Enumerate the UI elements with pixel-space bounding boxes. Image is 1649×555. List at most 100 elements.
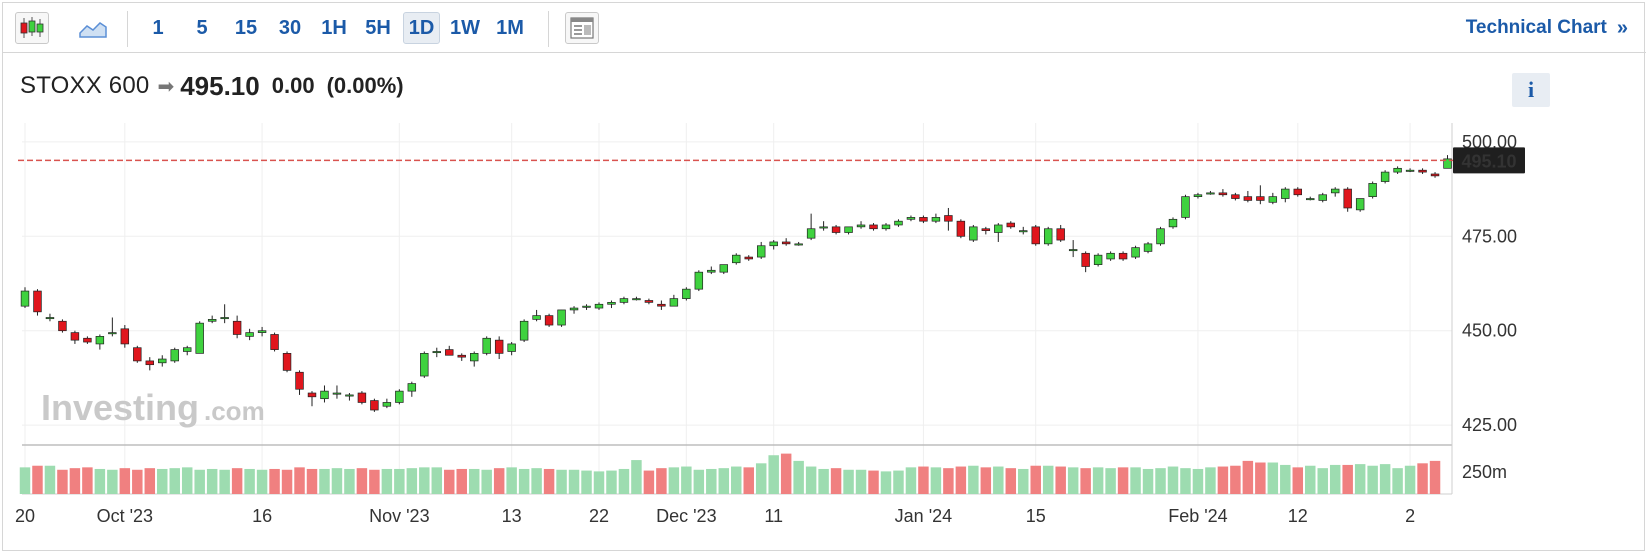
candle-body — [295, 371, 304, 390]
candle-body — [1193, 194, 1203, 197]
candle-body — [619, 298, 629, 303]
time-tick-label: 11 — [764, 506, 783, 526]
candle — [682, 287, 691, 301]
candle — [644, 298, 654, 305]
interval-1w[interactable]: 1W — [450, 16, 480, 39]
candle-body — [994, 224, 1003, 233]
candle — [881, 223, 891, 231]
time-tick-label: Dec '23 — [656, 506, 716, 526]
candle — [432, 347, 441, 358]
candle — [919, 215, 928, 224]
volume-bar — [543, 468, 555, 494]
candle — [544, 313, 554, 327]
chart-layout-icon[interactable] — [565, 12, 599, 44]
candle-body — [856, 224, 866, 228]
candle — [95, 334, 105, 350]
volume-bar — [755, 463, 767, 494]
volume-bar — [481, 469, 492, 494]
candle-body — [257, 330, 267, 333]
candle-body — [1243, 196, 1253, 201]
candle-body — [58, 320, 67, 332]
candle-body — [1405, 169, 1415, 172]
candle — [1256, 185, 1265, 205]
candle — [295, 370, 304, 395]
plot-area — [22, 123, 1452, 494]
candle-body — [844, 226, 853, 233]
volume-bar — [1067, 467, 1079, 494]
volume-series — [19, 453, 1441, 494]
candle — [1343, 187, 1352, 212]
candle-body — [682, 288, 691, 299]
candle-body — [370, 400, 379, 411]
candle — [345, 393, 354, 401]
candle-body — [507, 343, 516, 352]
candle — [382, 398, 392, 409]
candle — [1206, 190, 1215, 195]
candle-body — [657, 303, 666, 307]
quote-header: STOXX 600 ➡ 495.10 0.00 (0.00%) — [20, 69, 404, 103]
candle — [1293, 187, 1302, 197]
candle — [270, 332, 279, 352]
time-tick-label: 12 — [1288, 506, 1308, 526]
candle — [707, 266, 716, 275]
volume-bar — [1167, 466, 1179, 494]
volume-bar — [294, 467, 305, 494]
interval-15[interactable]: 15 — [234, 16, 258, 39]
candle — [1380, 170, 1390, 184]
volume-bar — [893, 470, 904, 494]
candle — [856, 221, 866, 229]
volume-bar — [381, 468, 393, 494]
candle — [1081, 251, 1090, 273]
volume-bar — [394, 468, 405, 494]
candlestick-icon[interactable] — [15, 12, 49, 44]
volume-bar — [1205, 467, 1216, 494]
volume-bar — [880, 471, 892, 494]
candle — [257, 326, 267, 337]
volume-bar — [157, 468, 168, 494]
candle-body — [831, 226, 841, 233]
volume-bar — [1155, 468, 1166, 494]
volume-bar — [1404, 465, 1416, 494]
candle — [58, 319, 67, 333]
interval-5h[interactable]: 5H — [365, 16, 391, 39]
candle-body — [1281, 188, 1290, 199]
candle-body — [894, 220, 903, 226]
interval-5[interactable]: 5 — [196, 16, 208, 39]
candle-body — [1268, 196, 1278, 203]
candle — [507, 342, 516, 356]
candle — [445, 345, 454, 356]
volume-bar — [1267, 462, 1279, 494]
volume-bar — [406, 468, 418, 494]
candle-body — [1418, 169, 1427, 173]
volume-bar — [593, 471, 605, 494]
technical-chart-link[interactable]: Technical Chart » — [1466, 12, 1628, 44]
info-button[interactable]: i — [1512, 73, 1550, 107]
candle — [195, 321, 204, 354]
candle-body — [407, 383, 417, 392]
candle-body — [732, 254, 741, 264]
candle-body — [20, 290, 30, 307]
candle-body — [1343, 188, 1352, 209]
candle-body — [207, 319, 217, 322]
candle — [557, 309, 566, 327]
candle-body — [1206, 192, 1215, 195]
area-chart-icon[interactable] — [75, 12, 111, 44]
price-axis: 500.00 475.00 450.00 425.00 495.10 250m — [1453, 132, 1525, 482]
candle — [282, 351, 292, 373]
interval-1d[interactable]: 1D — [403, 12, 440, 44]
interval-30[interactable]: 30 — [278, 16, 302, 39]
candle — [744, 255, 753, 261]
time-axis: 20 Oct '23 16 Nov '23 13 22 Dec '23 11 Jan '24 15… — [15, 506, 1415, 526]
candle — [370, 398, 379, 412]
candle-body — [781, 241, 791, 245]
volume-bar — [1217, 466, 1229, 494]
candle-body — [707, 269, 716, 273]
interval-1[interactable]: 1 — [152, 16, 164, 39]
candle-body — [1231, 194, 1240, 199]
volume-bar — [1080, 468, 1091, 494]
candle-body — [307, 392, 317, 398]
interval-1h[interactable]: 1H — [321, 16, 347, 39]
interval-1m[interactable]: 1M — [496, 16, 524, 39]
candle — [819, 221, 828, 231]
